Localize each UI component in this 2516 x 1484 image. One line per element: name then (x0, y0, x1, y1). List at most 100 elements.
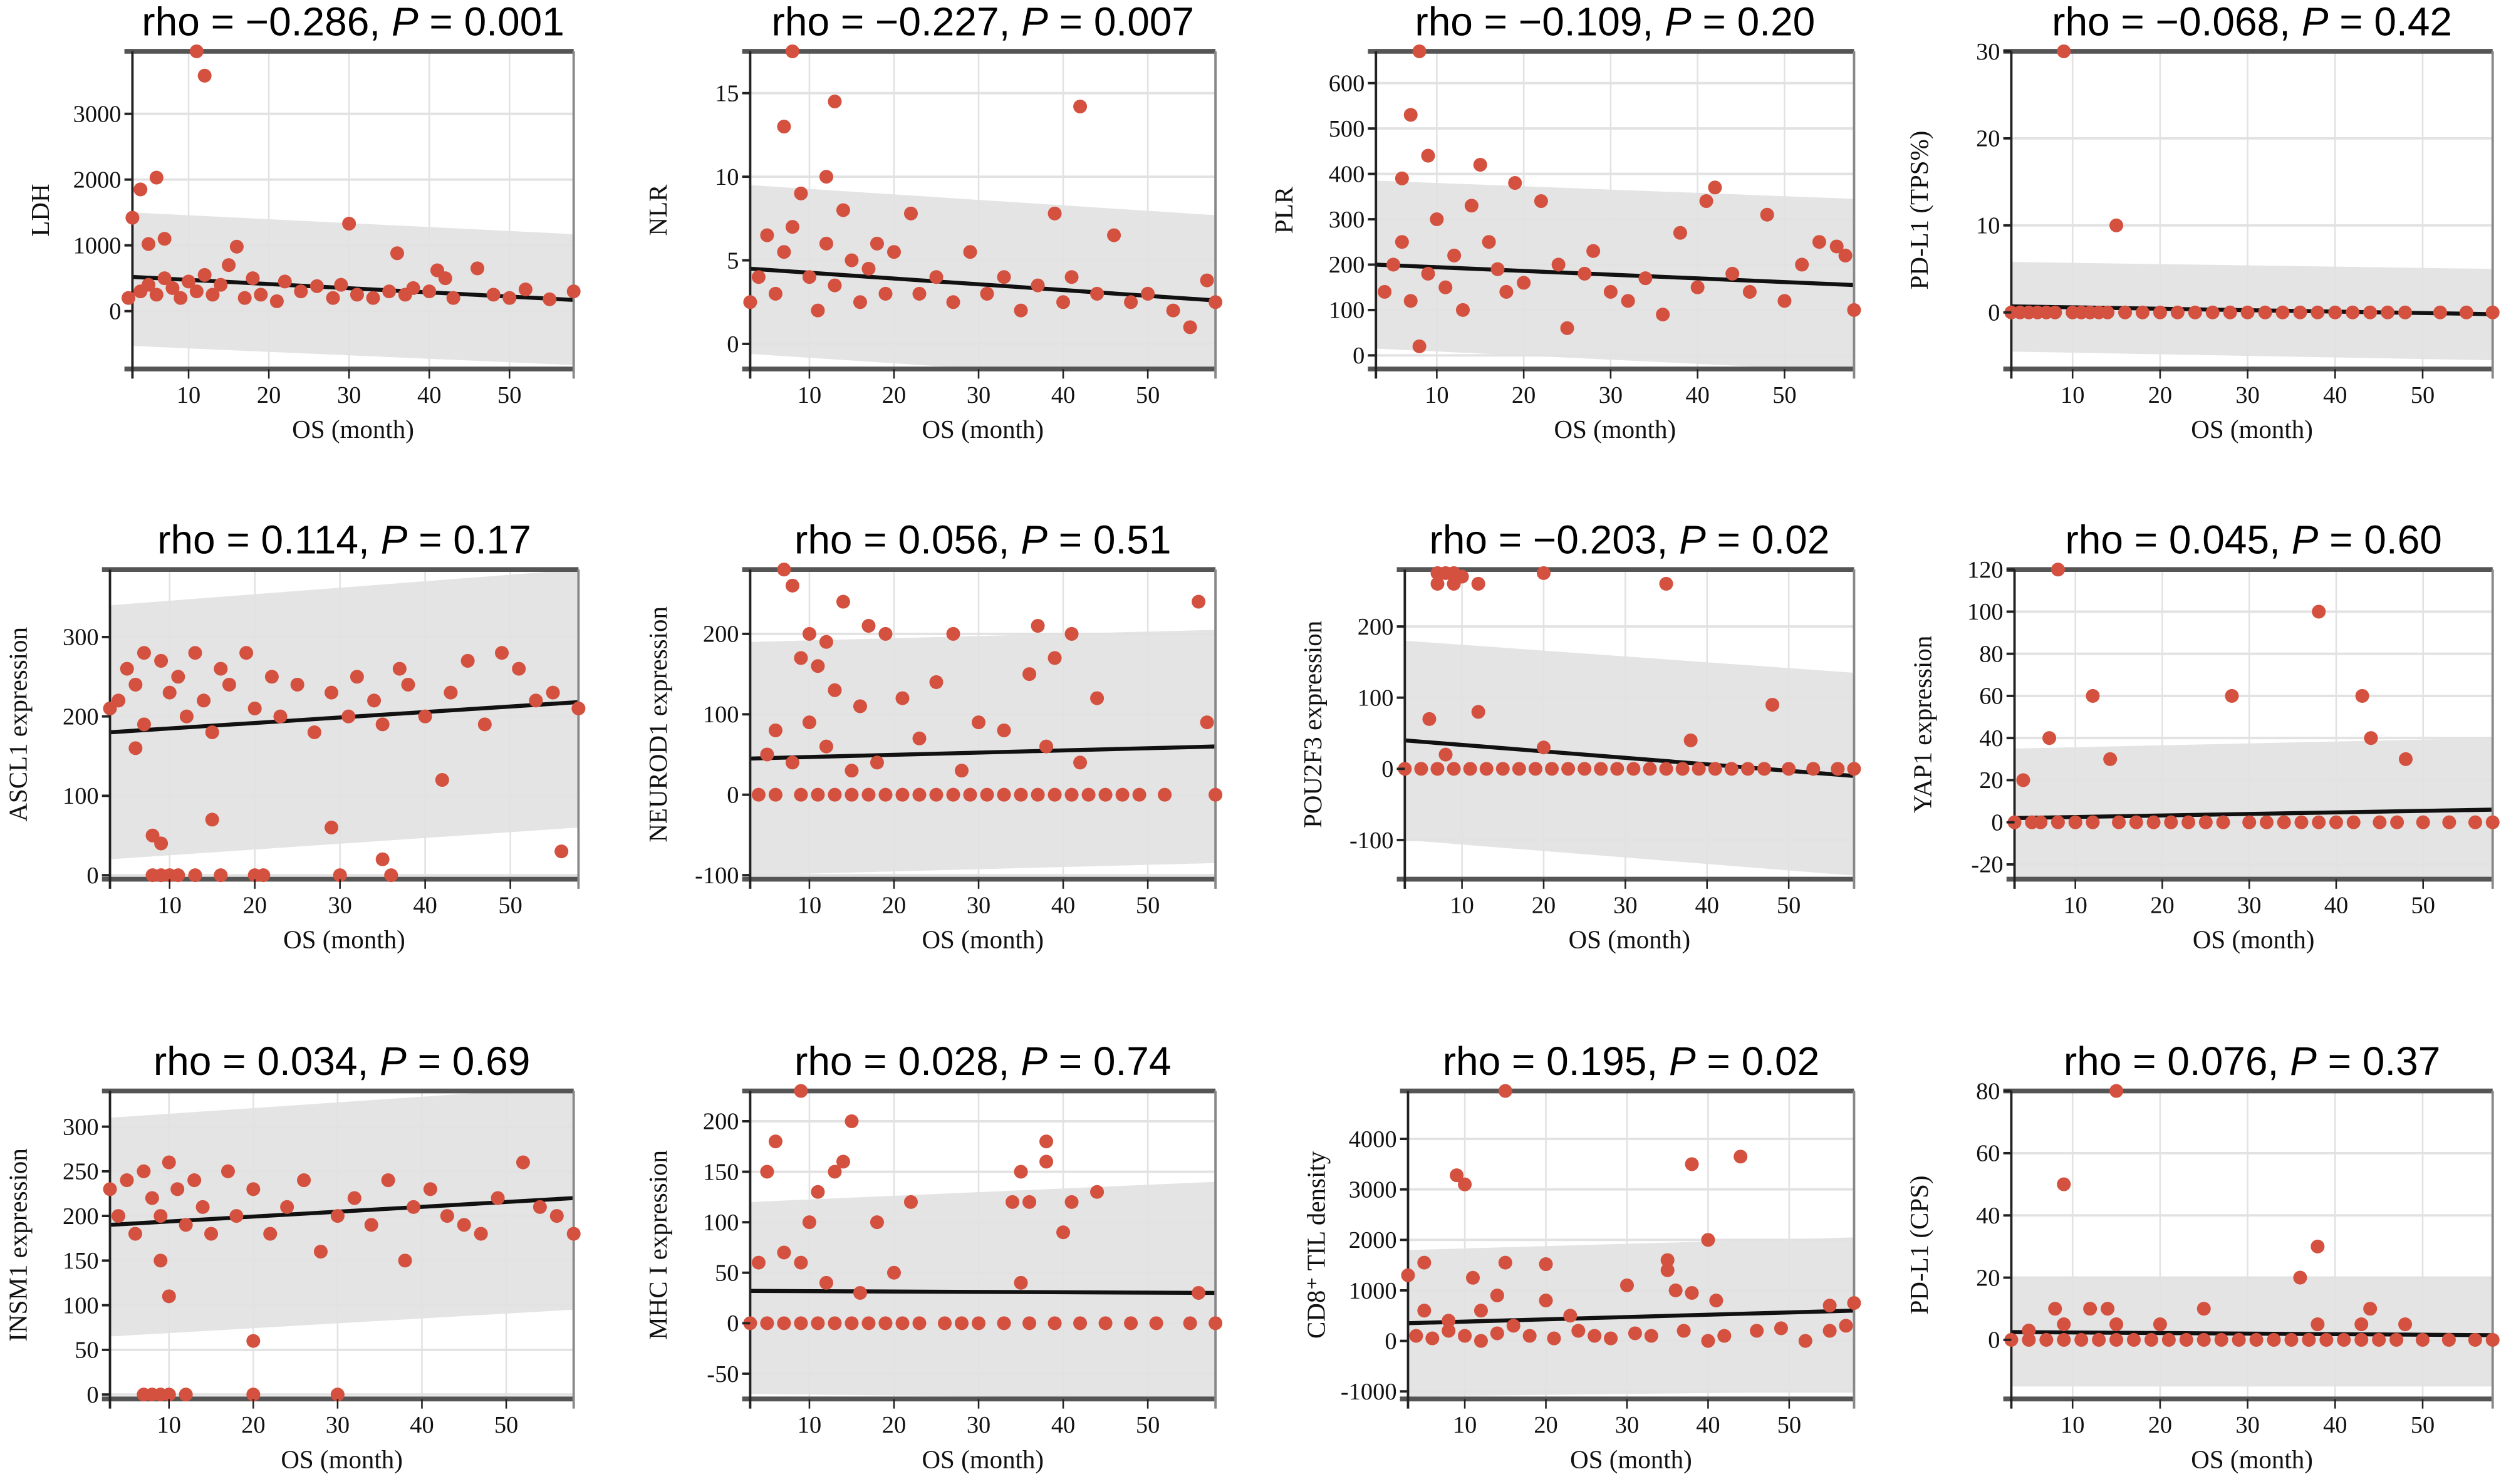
data-point (2214, 1332, 2228, 1347)
plot-area (2011, 1091, 2493, 1399)
x-tick-label: 30 (967, 1412, 990, 1438)
data-point (263, 1227, 278, 1241)
data-point (1458, 1177, 1472, 1191)
x-tick-label: 50 (498, 892, 522, 918)
data-point (330, 1209, 345, 1223)
x-tick-label: 10 (798, 892, 821, 918)
data-point (1458, 1329, 1472, 1343)
data-point (256, 868, 271, 883)
data-point (2083, 1302, 2098, 1316)
y-tick-label: 80 (1979, 641, 2003, 667)
data-point (1676, 1324, 1691, 1338)
y-tick-label: 30 (1976, 39, 2000, 65)
data-point (777, 1245, 791, 1260)
data-point (2126, 1332, 2141, 1347)
y-axis-label: INSM1 expression (3, 1148, 32, 1341)
x-tick-label: 30 (326, 1412, 350, 1438)
x-tick-label: 50 (1777, 892, 1801, 918)
x-tick-label: 10 (1425, 382, 1448, 408)
data-point (2459, 305, 2473, 319)
x-tick-label: 50 (497, 382, 521, 408)
data-point (446, 291, 460, 305)
title-rho: rho = 0.056, (794, 517, 1021, 563)
data-point (1090, 286, 1105, 301)
y-axis-label: POU2F3 expression (1298, 621, 1327, 828)
data-point (760, 747, 774, 762)
data-point (2057, 44, 2071, 58)
data-point (1603, 284, 1618, 299)
data-point (162, 1388, 176, 1402)
y-tick-label: 0 (1988, 1327, 2000, 1354)
y-tick-label: 50 (75, 1337, 98, 1364)
data-point (2293, 1270, 2307, 1285)
y-tick-label: 0 (109, 298, 121, 324)
x-tick-label: 40 (1051, 1412, 1075, 1438)
data-point (529, 693, 543, 708)
title-rho: rho = −0.068, (2052, 0, 2302, 44)
data-point (1115, 787, 1130, 802)
data-point (486, 288, 501, 302)
data-point (768, 286, 782, 301)
y-tick-label: 2000 (1349, 1227, 1397, 1253)
data-point (845, 1316, 859, 1331)
data-point (1539, 1294, 1553, 1308)
data-point (1610, 762, 1624, 776)
data-point (785, 220, 799, 234)
data-point (1782, 762, 1796, 776)
data-point (794, 1255, 808, 1270)
x-tick-label: 50 (494, 1412, 518, 1438)
data-point (785, 755, 799, 770)
data-point (149, 170, 164, 185)
y-tick-label: 500 (1329, 116, 1365, 142)
data-point (2485, 815, 2500, 829)
plot-area (750, 51, 1216, 370)
x-tick-label: 40 (1695, 892, 1719, 918)
data-point (743, 295, 757, 309)
data-point (2416, 815, 2430, 829)
data-point (777, 245, 791, 259)
data-point (137, 717, 151, 732)
data-point (366, 291, 380, 305)
data-point (325, 685, 339, 700)
panel-title: rho = −0.286, P = 0.001 (142, 0, 564, 44)
plot-area (132, 51, 574, 370)
data-point (1132, 787, 1146, 802)
title-p-label: P (2290, 1039, 2317, 1084)
data-point (912, 286, 927, 301)
data-point (1183, 320, 1197, 335)
y-tick-label: 100 (703, 702, 739, 728)
title-p-label: P (1021, 1039, 1047, 1084)
panel-title: rho = 0.028, P = 0.74 (794, 1039, 1172, 1084)
data-point (1403, 294, 1418, 308)
data-point (1409, 1329, 1423, 1343)
data-point (1421, 148, 1435, 163)
data-point (112, 693, 126, 708)
y-tick-label: 100 (63, 783, 99, 809)
data-point (1479, 762, 1494, 776)
data-point (1022, 1195, 1037, 1209)
data-point (929, 270, 944, 284)
data-point (137, 1164, 151, 1178)
x-tick-label: 50 (2411, 382, 2435, 408)
data-point (392, 662, 407, 676)
data-point (133, 182, 148, 197)
data-point (375, 717, 390, 732)
data-point (828, 787, 842, 802)
data-point (878, 286, 893, 301)
data-point (197, 693, 211, 708)
data-point (2153, 1317, 2167, 1332)
data-point (367, 693, 382, 708)
data-point (912, 1316, 927, 1331)
data-point (955, 1316, 969, 1331)
y-tick-label: 200 (703, 1109, 739, 1135)
data-point (1209, 787, 1223, 802)
data-point (1578, 266, 1592, 281)
data-point (1545, 762, 1559, 776)
data-point (1417, 1304, 1432, 1318)
panel-9: 10 20 30 40 50 0 50 100 150 200 250 300 OS (month) IN… (3, 1039, 581, 1473)
data-point (1757, 762, 1772, 776)
data-point (1717, 1329, 1732, 1343)
data-point (549, 1209, 564, 1223)
x-axis-label: OS (month) (1570, 1445, 1692, 1473)
data-point (237, 291, 252, 305)
